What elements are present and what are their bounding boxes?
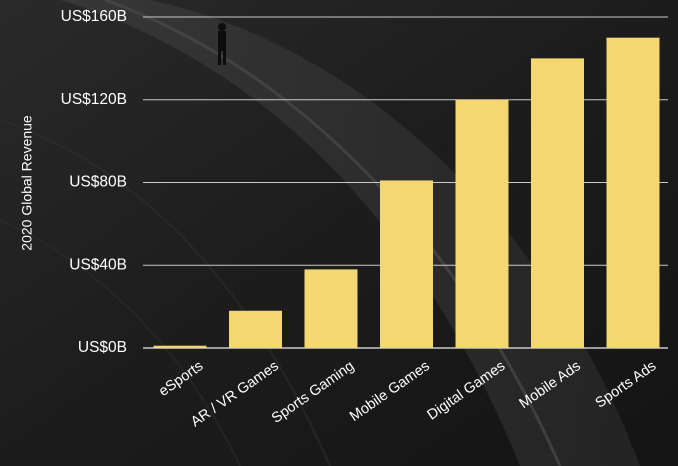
bar xyxy=(606,37,660,348)
y-tick-label: US$120B xyxy=(61,91,127,108)
bar xyxy=(380,180,433,348)
bar xyxy=(455,99,509,348)
y-axis-ticks: US$0B US$40B US$80B US$120B US$160B xyxy=(61,8,127,356)
person-silhouette xyxy=(218,23,226,65)
y-tick-label: US$80B xyxy=(69,174,127,191)
y-tick-label: US$160B xyxy=(61,8,127,25)
y-tick-label: US$0B xyxy=(78,339,127,356)
y-tick-label: US$40B xyxy=(69,256,127,273)
bar xyxy=(531,58,584,348)
bar xyxy=(229,310,282,348)
bar xyxy=(153,345,207,348)
bar xyxy=(304,269,358,348)
y-axis-label: 2020 Global Revenue xyxy=(19,115,35,251)
bars xyxy=(153,37,660,348)
